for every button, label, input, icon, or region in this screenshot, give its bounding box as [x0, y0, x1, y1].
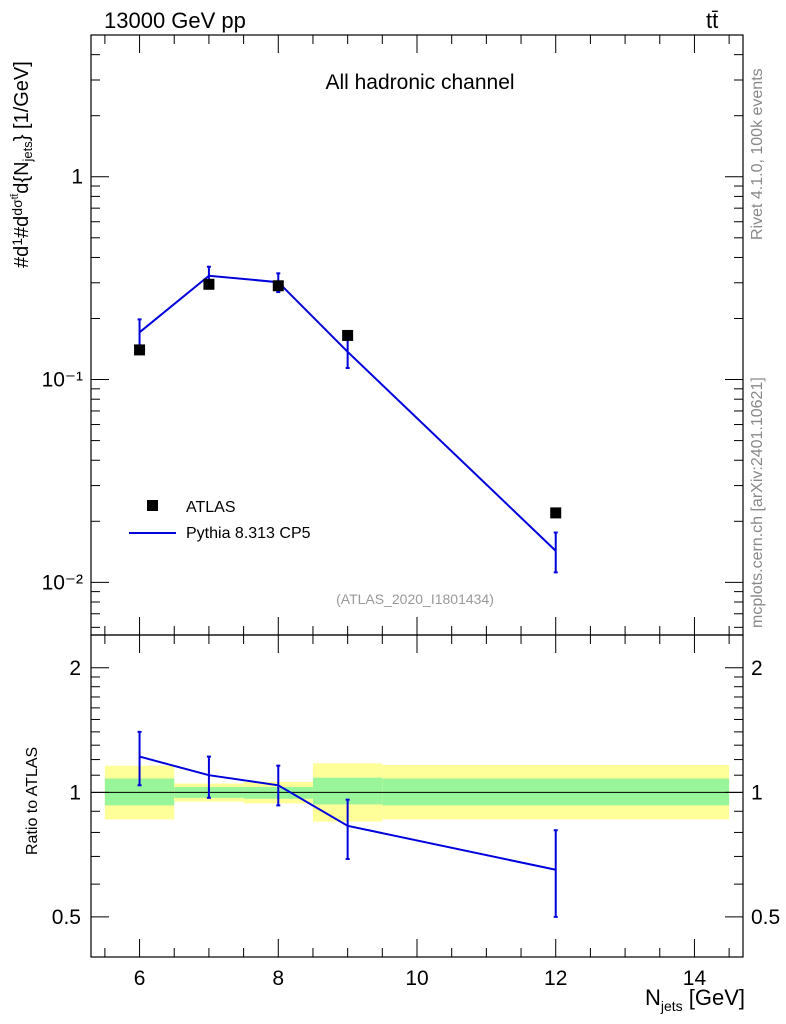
x-tick-label: 12: [544, 967, 567, 990]
ratio-series: [137, 730, 558, 918]
source-label: mcplots.cern.ch [arXiv:2401.10621]: [749, 377, 766, 628]
ratio-y-tick-label-right: 0.5: [751, 906, 780, 929]
main-y-tick-label: 10⁻²: [42, 571, 83, 594]
x-tick-label: 14: [683, 967, 707, 990]
energy-label: 13000 GeV pp: [104, 8, 246, 33]
analysis-label: (ATLAS_2020_I1801434): [336, 591, 494, 607]
ratio-y-ticks: 0.5 0.5 1 1 2 2: [52, 657, 780, 929]
ratio-y-tick-label: 0.5: [52, 906, 81, 929]
atlas-point: [134, 344, 146, 356]
legend-pythia-label: Pythia 8.313 CP5: [186, 525, 311, 542]
chart-title: All hadronic channel: [325, 71, 514, 94]
main-panel: 10⁻² 10⁻¹ 1 All hadronic channel (ATLAS_20…: [9, 34, 744, 636]
legend-atlas-label: ATLAS: [186, 499, 236, 516]
legend: ATLAS Pythia 8.313 CP5: [129, 499, 311, 542]
process-label: tt̄: [706, 8, 718, 33]
main-x-ticks: [104, 35, 730, 635]
atlas-point: [203, 278, 215, 290]
ratio-panel: 0.5 0.51 12 2 6 8 10 12 14 Ratio to ATLAS: [24, 634, 780, 990]
main-y-axis-label: #d1#ddσtt̄d{Njets} [1/GeV]: [9, 61, 35, 268]
legend-atlas-marker: [147, 500, 158, 511]
x-axis-label: Njets [GeV]: [645, 985, 745, 1014]
main-y-ticks: 10⁻² 10⁻¹ 1: [42, 34, 743, 628]
main-frame: [90, 34, 744, 636]
atlas-point: [272, 280, 284, 292]
main-y-tick-label: 1: [71, 166, 83, 189]
x-tick-label: 8: [272, 967, 284, 990]
ratio-y-tick-label-right: 2: [751, 657, 763, 680]
x-tick-label: 6: [134, 967, 146, 990]
main-series: [134, 265, 562, 574]
ratio-y-axis-label: Ratio to ATLAS: [24, 747, 41, 855]
rivet-label: Rivet 4.1.0, 100k events: [749, 68, 766, 240]
ratio-y-tick-label: 1: [69, 781, 81, 804]
ratio-x-ticks: 6 8 10 12 14: [104, 635, 730, 990]
main-y-tick-label: 10⁻¹: [42, 369, 83, 392]
ratio-y-tick-label-right: 1: [751, 781, 763, 804]
atlas-point: [550, 507, 562, 519]
ratio-y-tick-label: 2: [69, 657, 81, 680]
atlas-point: [342, 329, 354, 341]
x-tick-label: 10: [405, 967, 428, 990]
